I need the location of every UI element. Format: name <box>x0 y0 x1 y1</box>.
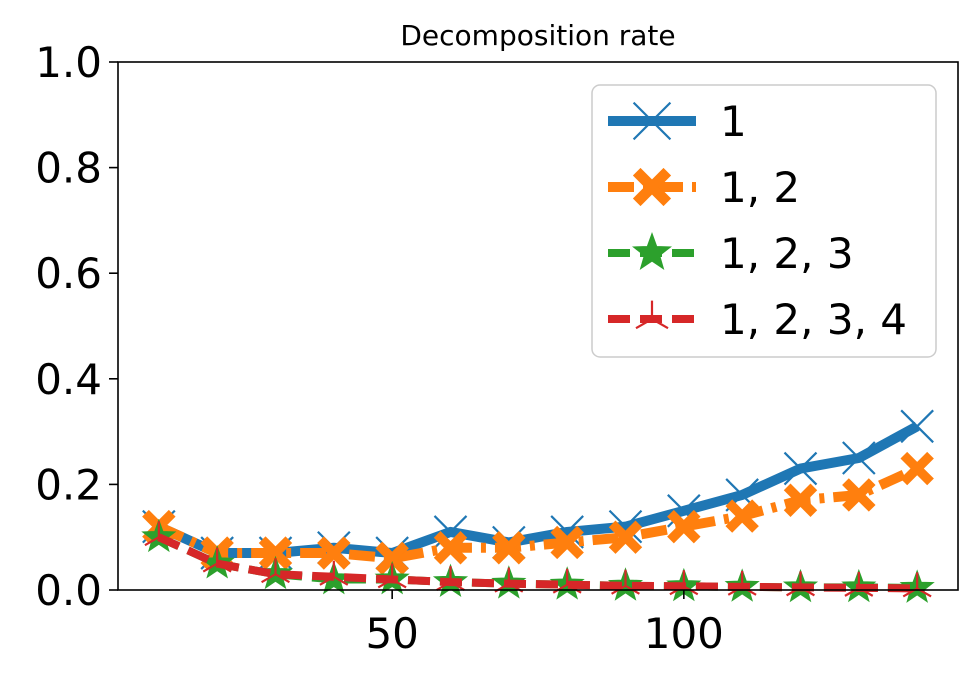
y-tick-label: 0.4 <box>35 355 102 404</box>
legend-label: 1, 2 <box>720 163 800 212</box>
legend-label: 1, 2, 3, 4 <box>720 295 907 344</box>
x-tick-label: 50 <box>365 609 418 658</box>
data-point <box>900 451 934 486</box>
series-line <box>157 533 918 593</box>
data-point <box>436 566 465 592</box>
y-tick-label: 0.8 <box>35 144 102 193</box>
data-point <box>552 568 582 594</box>
legend: 1 1, 2 1, 2, 3 1, 2, 3, 4 <box>591 84 937 358</box>
data-point <box>842 478 876 512</box>
y-tick-label: 0.0 <box>35 566 102 615</box>
data-point <box>144 521 174 547</box>
data-point <box>842 441 876 475</box>
axis-ticks: 0.0 0.2 0.4 0.6 0.8 1.0 50 100 <box>35 38 724 658</box>
legend-marker <box>632 101 672 141</box>
legend-marker <box>632 231 672 271</box>
data-point <box>202 547 232 573</box>
y-tick-label: 1.0 <box>35 38 102 87</box>
data-point <box>667 509 701 544</box>
legend-label: 1 <box>720 97 747 146</box>
data-point <box>608 520 643 554</box>
data-point <box>786 571 815 597</box>
data-point <box>550 525 584 560</box>
x-tick-label: 100 <box>644 609 724 658</box>
legend-entry: 1, 2, 3 <box>608 229 854 278</box>
data-point <box>727 570 757 596</box>
data-point <box>783 451 818 486</box>
chart-title: Decomposition rate <box>400 19 675 52</box>
plot-area <box>141 409 935 603</box>
y-tick-label: 0.2 <box>35 460 102 509</box>
data-point <box>319 560 349 586</box>
data-point <box>317 536 351 570</box>
legend-entry: 1, 2, 3, 4 <box>608 295 907 344</box>
legend-box <box>591 84 937 358</box>
data-point <box>725 499 759 533</box>
data-point <box>377 563 407 589</box>
data-point <box>261 558 290 584</box>
legend-marker <box>635 300 669 330</box>
data-point <box>900 409 934 444</box>
legend-marker <box>632 167 672 207</box>
series-line <box>156 464 920 564</box>
axes-frame <box>117 61 959 591</box>
y-tick-label: 0.6 <box>35 249 102 298</box>
legend-entry: 1 <box>608 97 747 146</box>
legend-entry: 1, 2 <box>608 163 800 212</box>
legend-label: 1, 2, 3 <box>720 229 854 278</box>
data-point <box>783 483 818 517</box>
series-4 <box>144 521 932 598</box>
data-point <box>492 531 526 565</box>
data-point <box>433 531 468 565</box>
series-line <box>156 421 920 559</box>
